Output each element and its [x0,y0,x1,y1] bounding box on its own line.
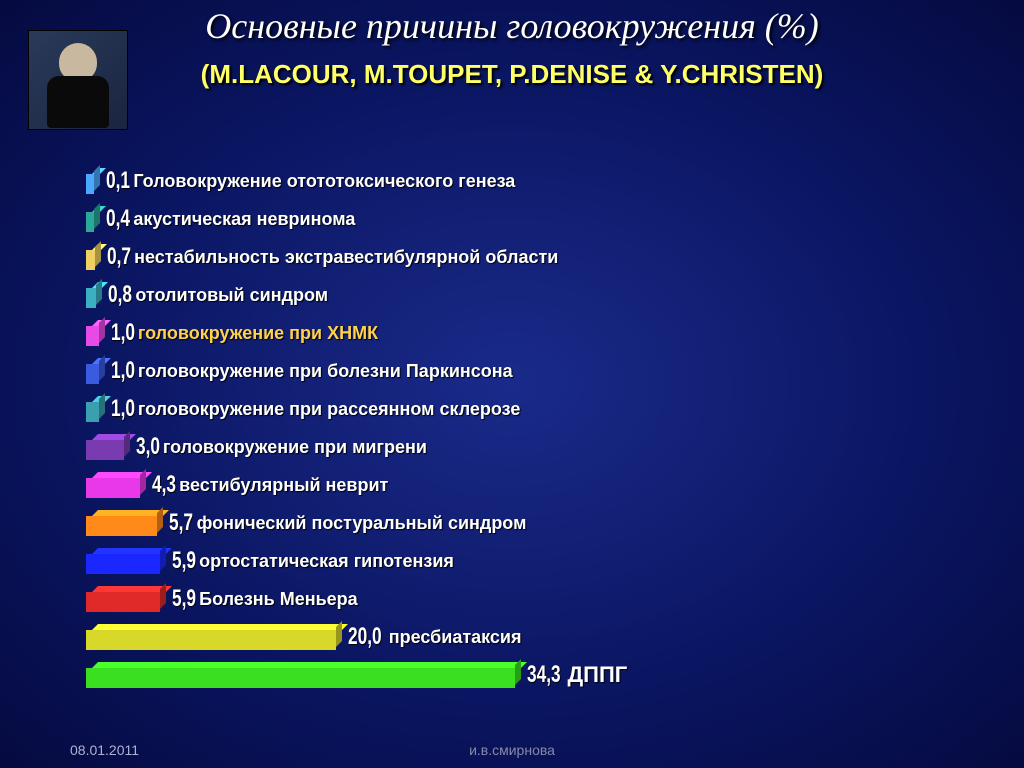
chart-value: 1,0 [111,395,135,423]
chart-row: 1,0головокружение при ХНМК [86,314,986,352]
slide-title: Основные причины головокружения (%) [0,6,1024,47]
footer-date: 08.01.2011 [70,742,139,758]
slide-subtitle: (M.LACOUR, M.TOUPET, P.DENISE & Y.CHRIST… [0,59,1024,90]
chart-label: ортостатическая гипотензия [199,551,454,572]
chart-value: 1,0 [111,357,135,385]
chart-label: фонический постуральный синдром [197,513,527,534]
chart-row: 5,7фонический постуральный синдром [86,504,986,542]
chart-label: нестабильность экстравестибулярной облас… [134,247,558,268]
chart-bar [86,320,99,346]
chart-label: Головокружение отототоксического генеза [133,171,515,192]
chart-row: 3,0головокружение при мигрени [86,428,986,466]
chart-value: 20,0 [348,623,382,651]
presenter-photo [28,30,128,130]
chart-row: 5,9Болезнь Меньера [86,580,986,618]
chart-value: 0,1 [106,167,130,195]
chart-value: 3,0 [136,433,160,461]
chart-row: 0,7нестабильность экстравестибулярной об… [86,238,986,276]
chart-bar [86,624,336,650]
chart-bar [86,434,124,460]
chart-row: 0,1Головокружение отототоксического гене… [86,162,986,200]
chart-bar [86,396,99,422]
chart-value: 34,3 [527,661,561,689]
chart-value: 0,4 [106,205,130,233]
chart-label: отолитовый синдром [135,285,328,306]
chart-label: Болезнь Меньера [199,589,358,610]
chart-row: 0,8отолитовый синдром [86,276,986,314]
footer-author: и.в.смирнова [469,742,555,758]
chart-bar [86,510,157,536]
chart-label: вестибулярный неврит [179,475,388,496]
causes-bar-chart: 0,1Головокружение отототоксического гене… [86,162,986,694]
chart-label: головокружение при болезни Паркинсона [138,361,513,382]
chart-row: 1,0головокружение при рассеянном склероз… [86,390,986,428]
chart-value: 0,8 [108,281,132,309]
chart-bar [86,586,160,612]
chart-bar [86,662,515,688]
chart-bar [86,472,140,498]
chart-label: акустическая невринома [133,209,355,230]
chart-bar [86,206,94,232]
chart-value: 0,7 [107,243,131,271]
chart-label: пресбиатаксия [389,627,522,648]
chart-value: 4,3 [152,471,176,499]
chart-label: головокружение при ХНМК [138,323,378,344]
chart-bar [86,358,99,384]
chart-row: 4,3вестибулярный неврит [86,466,986,504]
chart-row: 34,3ДППГ [86,656,986,694]
chart-label: головокружение при рассеянном склерозе [138,399,521,420]
header: Основные причины головокружения (%) (M.L… [0,0,1024,90]
chart-label: головокружение при мигрени [163,437,427,458]
chart-row: 1,0головокружение при болезни Паркинсона [86,352,986,390]
chart-bar [86,282,96,308]
chart-bar [86,168,94,194]
chart-label: ДППГ [567,662,627,688]
chart-value: 5,7 [169,509,193,537]
chart-value: 1,0 [111,319,135,347]
chart-value: 5,9 [172,547,196,575]
chart-row: 0,4акустическая невринома [86,200,986,238]
chart-bar [86,548,160,574]
chart-bar [86,244,95,270]
chart-value: 5,9 [172,585,196,613]
chart-row: 5,9ортостатическая гипотензия [86,542,986,580]
chart-row: 20,0 пресбиатаксия [86,618,986,656]
